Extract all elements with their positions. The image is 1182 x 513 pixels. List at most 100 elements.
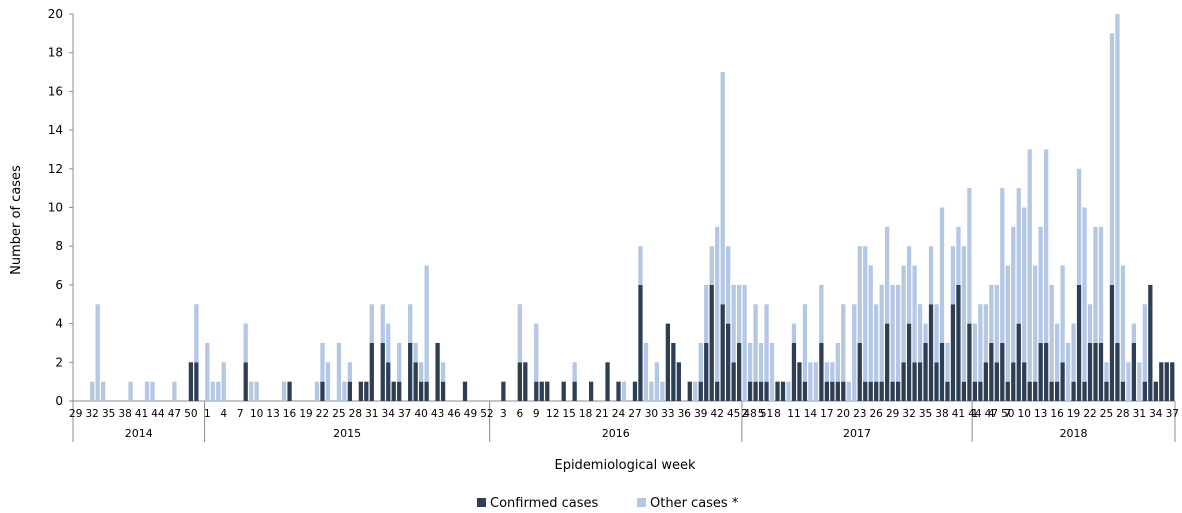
x-tick-label: 33 xyxy=(661,408,674,420)
bar-confirmed xyxy=(440,381,446,401)
bar-confirmed xyxy=(819,342,824,401)
bar-confirmed xyxy=(1120,381,1126,401)
bar-confirmed xyxy=(1011,362,1016,401)
bar-other xyxy=(342,381,347,401)
x-tick-label: 4 xyxy=(988,408,995,420)
bar-other xyxy=(1115,14,1120,343)
bar-confirmed xyxy=(824,381,829,401)
bar-other xyxy=(440,362,446,382)
bar-confirmed xyxy=(945,381,950,401)
bar-other xyxy=(325,362,331,401)
x-tick-label: 40 xyxy=(414,408,427,420)
bar-confirmed xyxy=(1109,284,1115,401)
bar-confirmed xyxy=(1000,342,1005,401)
bar-other xyxy=(791,323,797,343)
bar-confirmed xyxy=(369,342,374,401)
bar-other xyxy=(808,362,813,401)
bar-other xyxy=(1137,362,1142,401)
bar-confirmed xyxy=(572,381,577,401)
bar-other xyxy=(928,246,934,305)
bar-other xyxy=(901,265,906,363)
bar-confirmed xyxy=(709,284,714,401)
bar-other xyxy=(846,381,851,401)
bar-other xyxy=(726,246,731,324)
bar-confirmed xyxy=(605,362,610,401)
x-tick-label: 26 xyxy=(870,408,884,420)
bar-confirmed xyxy=(895,381,901,401)
bar-confirmed xyxy=(1049,381,1054,401)
bar-confirmed xyxy=(726,323,731,401)
bar-other xyxy=(205,342,210,401)
bar-confirmed xyxy=(857,342,862,401)
bar-confirmed xyxy=(934,362,939,401)
bar-confirmed xyxy=(906,323,912,401)
bar-confirmed xyxy=(1098,342,1104,401)
bar-other xyxy=(194,304,199,363)
bar-confirmed xyxy=(408,342,413,401)
bar-other xyxy=(863,246,868,382)
bar-other xyxy=(1065,342,1071,401)
bar-other xyxy=(852,304,857,401)
bar-other xyxy=(1049,284,1054,382)
x-tick-label: 19 xyxy=(1067,408,1080,420)
bar-other xyxy=(857,246,862,343)
bar-other xyxy=(1022,207,1027,363)
bar-other xyxy=(830,362,835,382)
legend-swatch-confirmed xyxy=(477,498,486,507)
x-tick-label: 30 xyxy=(645,408,658,420)
year-label: 2016 xyxy=(602,427,630,440)
bar-confirmed xyxy=(1071,381,1076,401)
bar-confirmed xyxy=(391,381,396,401)
bar-other xyxy=(912,265,917,363)
bar-other xyxy=(314,381,320,401)
bar-confirmed xyxy=(397,381,402,401)
x-tick-label: 41 xyxy=(952,408,965,420)
bar-confirmed xyxy=(791,342,797,401)
bar-other xyxy=(216,381,221,401)
bar-confirmed xyxy=(539,381,544,401)
x-tick-label: 29 xyxy=(886,408,899,420)
bar-confirmed xyxy=(386,362,391,401)
bar-confirmed xyxy=(890,381,895,401)
bar-other xyxy=(1142,304,1147,382)
y-tick-label: 20 xyxy=(48,7,63,21)
bar-other xyxy=(972,323,978,382)
bar-other xyxy=(956,226,961,285)
bar-other xyxy=(945,342,950,382)
bar-other xyxy=(1054,323,1060,382)
bar-other xyxy=(1131,323,1137,343)
x-tick-label: 47 xyxy=(985,408,998,420)
bar-other xyxy=(824,362,829,382)
bar-other xyxy=(895,284,901,382)
x-tick-label: 18 xyxy=(579,408,592,420)
bar-other xyxy=(715,226,720,382)
bar-other xyxy=(517,304,522,363)
bar-other xyxy=(95,304,100,401)
x-tick-label: 32 xyxy=(902,408,915,420)
bar-confirmed xyxy=(939,342,945,401)
x-tick-label: 16 xyxy=(283,408,297,420)
year-label: 2017 xyxy=(843,427,871,440)
bar-confirmed xyxy=(797,362,802,401)
bar-confirmed xyxy=(874,381,879,401)
bar-other xyxy=(1104,362,1109,382)
bar-other xyxy=(835,342,840,382)
y-tick-label: 14 xyxy=(48,123,63,137)
bar-confirmed xyxy=(1164,362,1169,401)
bar-confirmed xyxy=(287,381,292,401)
x-tick-label: 35 xyxy=(102,408,115,420)
bar-confirmed xyxy=(989,342,994,401)
bar-other xyxy=(967,188,972,324)
bar-confirmed xyxy=(1115,342,1120,401)
bar-other xyxy=(934,304,939,363)
bar-confirmed xyxy=(676,362,681,401)
bar-other xyxy=(868,265,873,382)
bar-confirmed xyxy=(638,284,643,401)
bar-confirmed xyxy=(967,323,972,401)
bar-other xyxy=(254,381,259,401)
x-tick-label: 22 xyxy=(1083,408,1096,420)
y-tick-label: 16 xyxy=(48,84,63,98)
bar-other xyxy=(885,226,890,324)
y-tick-label: 12 xyxy=(48,162,63,176)
